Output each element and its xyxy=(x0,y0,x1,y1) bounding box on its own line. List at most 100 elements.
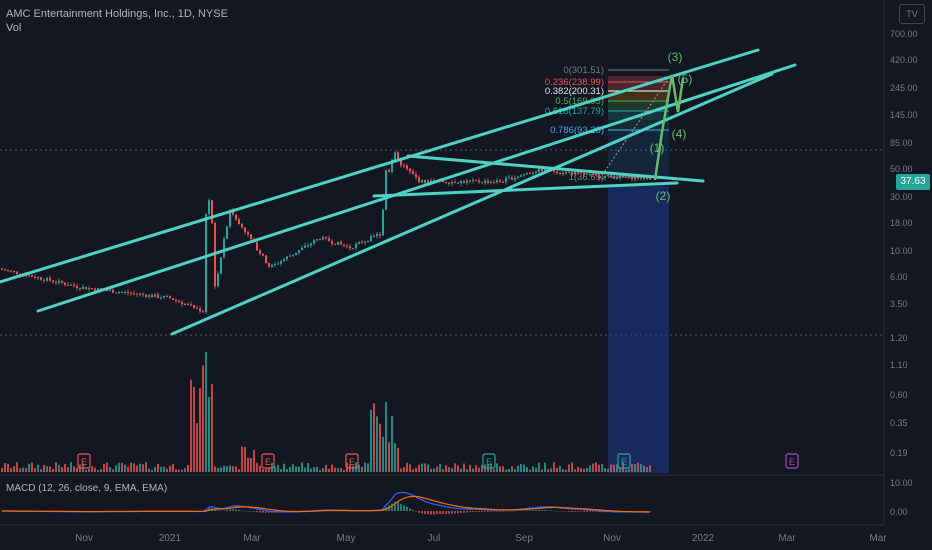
volume-bar xyxy=(445,465,447,472)
macd-hist-bar xyxy=(487,511,489,512)
candle-body xyxy=(481,182,483,184)
volume-bar xyxy=(325,464,327,472)
macd-hist-bar xyxy=(532,510,534,511)
macd-hist-bar xyxy=(415,511,417,512)
candle-body xyxy=(538,167,540,172)
volume-bar xyxy=(433,468,435,472)
macd-hist-bar xyxy=(235,509,237,511)
earnings-marker-label: E xyxy=(265,457,271,467)
candle-body xyxy=(76,285,78,288)
wave-path xyxy=(653,74,685,181)
triangle-upper-line[interactable] xyxy=(406,154,705,183)
macd-hist-bar xyxy=(595,511,597,512)
volume-bar xyxy=(415,467,417,472)
volume-bars xyxy=(1,352,651,472)
macd-hist-bar xyxy=(223,510,225,512)
candle-body xyxy=(637,176,639,179)
channel-lower-line[interactable] xyxy=(170,72,774,336)
volume-bar xyxy=(355,462,357,472)
macd-hist-bar xyxy=(394,502,396,511)
fib-level-label: 0.618(137.79) xyxy=(545,106,604,117)
macd-hist-bar xyxy=(238,509,240,511)
candle-body xyxy=(451,181,453,184)
candle-body xyxy=(190,304,192,306)
volume-bar xyxy=(421,463,423,472)
wave-label: (2) xyxy=(656,189,671,203)
candle-body xyxy=(466,180,468,183)
earnings-marker-label: E xyxy=(789,457,795,467)
candle-body xyxy=(388,170,390,172)
volume-bar xyxy=(475,465,477,472)
price-axis[interactable]: 700.00 420.00 245.00 145.00 85.00 50.00 30.00 1… xyxy=(890,29,918,343)
candle-body xyxy=(475,179,477,181)
volume-bar xyxy=(199,388,201,472)
macd-hist-bar xyxy=(466,511,468,513)
volume-bar xyxy=(232,466,234,472)
candle-body xyxy=(37,277,39,279)
macd-hist-bar xyxy=(571,511,573,512)
volume-bar xyxy=(103,463,105,472)
candle-body xyxy=(79,287,81,290)
macd-label: MACD (12, 26, close, 9, EMA, EMA) xyxy=(6,483,168,494)
wave-projection[interactable]: (1) (2) (3) (4) (5) xyxy=(599,50,692,203)
volume-bar xyxy=(391,415,393,472)
candle-body xyxy=(136,293,138,295)
trend-channel[interactable] xyxy=(0,48,797,336)
earnings-marker[interactable] xyxy=(261,453,275,469)
earnings-marker[interactable] xyxy=(785,453,799,469)
volume-bar xyxy=(451,468,453,472)
time-axis[interactable]: Nov 2021 Mar May Jul Sep Nov 2022 Mar Mar xyxy=(75,533,887,544)
macd-hist-bar xyxy=(478,511,480,512)
macd-hist-bar xyxy=(580,511,582,512)
candle-body xyxy=(121,292,123,294)
volume-bar xyxy=(322,468,324,472)
candle-body xyxy=(46,277,48,281)
candle-body xyxy=(292,254,294,256)
volume-bar xyxy=(247,457,249,472)
triangle-lower-line[interactable] xyxy=(372,181,679,198)
candle-body xyxy=(343,244,345,246)
volume-bar xyxy=(163,466,165,472)
channel-upper-line[interactable] xyxy=(0,48,760,284)
candle-body xyxy=(124,291,126,293)
volume-bar xyxy=(265,469,267,472)
volume-bar xyxy=(13,466,15,472)
macd-hist-bar xyxy=(424,511,426,515)
candle-body xyxy=(238,219,240,225)
channel-mid-line[interactable] xyxy=(36,63,797,313)
macd-hist-bar xyxy=(232,509,234,511)
time-tick-label: Mar xyxy=(869,533,887,544)
volume-bar xyxy=(394,443,396,472)
earnings-marker[interactable] xyxy=(617,453,631,469)
earnings-marker[interactable] xyxy=(345,453,359,469)
candle-body xyxy=(397,152,399,160)
volume-bar xyxy=(610,464,612,472)
macd-hist-bar xyxy=(226,510,228,511)
fib-level-label: 0.236(238.99) xyxy=(545,77,604,88)
volume-bar xyxy=(463,463,465,472)
volume-bar xyxy=(385,402,387,472)
earnings-marker[interactable] xyxy=(482,453,496,469)
volume-bar xyxy=(106,462,108,472)
candle-body xyxy=(289,255,291,257)
candle-body xyxy=(310,243,312,246)
candle-body xyxy=(331,241,333,244)
earnings-marker[interactable] xyxy=(77,453,91,469)
macd-hist-bar xyxy=(550,510,552,511)
time-tick-label: Nov xyxy=(75,533,93,544)
volume-bar xyxy=(439,463,441,472)
price-tick-label: 700.00 xyxy=(890,29,918,39)
volume-bar xyxy=(22,467,24,472)
macd-hist-bar xyxy=(586,511,588,512)
volume-bar xyxy=(109,467,111,472)
volume-bar xyxy=(559,465,561,472)
macd-hist-bar xyxy=(589,511,591,512)
price-tick-label: 30.00 xyxy=(890,192,913,202)
candle-body xyxy=(427,180,429,183)
volume-bar xyxy=(448,467,450,472)
macd-hist-bar xyxy=(517,510,519,512)
candle-body xyxy=(40,277,42,280)
candle-body xyxy=(421,179,423,183)
